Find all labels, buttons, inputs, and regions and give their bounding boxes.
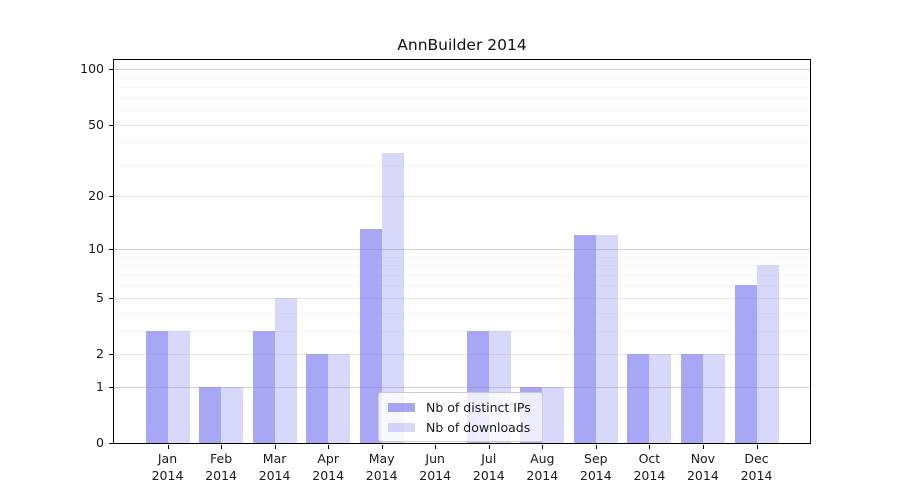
plot-area: Nb of distinct IPs Nb of downloads (113, 59, 811, 444)
x-tick-label: Jan 2014 (151, 451, 184, 483)
x-tick-mark (756, 445, 758, 449)
x-tick-mark (435, 445, 437, 449)
y-tick-label: 5 (96, 289, 104, 305)
y-tick-label: 2 (96, 346, 104, 361)
y-tick-mark (109, 297, 114, 299)
x-tick-mark (542, 445, 544, 449)
bar-downloads-may (381, 152, 404, 443)
bar-downloads-oct (649, 354, 672, 443)
y-tick-mark (109, 196, 114, 198)
legend-item-downloads: Nb of downloads (388, 419, 531, 435)
bar-distinct-ips-oct (627, 354, 650, 443)
y-tick-mark (109, 124, 114, 126)
legend-item-distinct-ips: Nb of distinct IPs (388, 399, 531, 415)
y-tick-label: 0 (96, 435, 104, 450)
y-tick-mark (109, 69, 114, 71)
y-tick-label: 10 (88, 240, 104, 256)
gridline (114, 354, 810, 355)
gridline (114, 69, 810, 71)
x-tick-label: Dec 2014 (740, 451, 773, 483)
gridline (114, 265, 810, 266)
x-tick-mark (488, 445, 490, 449)
x-tick-label: Aug 2014 (526, 451, 559, 483)
gridline (114, 164, 810, 166)
gridline (114, 330, 810, 332)
y-tick-mark (109, 386, 114, 388)
x-tick-label: Sep 2014 (579, 451, 612, 483)
x-tick-mark (221, 445, 223, 449)
y-tick-label: 20 (88, 188, 104, 204)
gridline (114, 124, 810, 126)
y-tick-label: 1 (96, 378, 104, 394)
bar-downloads-aug (542, 386, 565, 443)
x-tick-label: Jul 2014 (472, 451, 505, 483)
y-tick-label: 50 (88, 116, 104, 132)
x-tick-label: Apr 2014 (312, 451, 345, 483)
y-tick-label: 100 (80, 61, 104, 77)
gridline (114, 87, 810, 88)
chart-title: AnnBuilder 2014 (397, 36, 527, 54)
x-tick-label: May 2014 (365, 451, 398, 483)
bar-distinct-ips-jan (145, 330, 168, 443)
bar-downloads-nov (702, 354, 725, 443)
gridline (114, 196, 810, 198)
bar-distinct-ips-may (359, 229, 382, 443)
x-tick-mark (328, 445, 330, 449)
gridline (114, 274, 810, 276)
bar-downloads-feb (221, 386, 244, 443)
legend-label-downloads: Nb of downloads (426, 419, 531, 435)
gridline (114, 109, 810, 111)
x-tick-mark (649, 445, 651, 449)
x-tick-label: Nov 2014 (686, 451, 719, 483)
x-tick-mark (702, 445, 704, 449)
x-tick-label: Mar 2014 (258, 451, 291, 483)
gridline (114, 285, 810, 287)
x-tick-mark (595, 445, 597, 449)
legend-swatch-distinct-ips (388, 402, 415, 412)
bar-downloads-jan (167, 330, 190, 443)
gridline (114, 248, 810, 250)
x-tick-label: Jun 2014 (419, 451, 452, 483)
bar-distinct-ips-feb (199, 386, 222, 443)
x-tick-label: Oct 2014 (633, 451, 666, 483)
x-tick-mark (167, 445, 169, 449)
gridline (114, 386, 810, 388)
bar-downloads-apr (328, 354, 351, 443)
gridline (114, 97, 810, 99)
legend-label-distinct-ips: Nb of distinct IPs (426, 399, 531, 415)
bar-distinct-ips-dec (734, 285, 757, 443)
x-tick-label: Feb 2014 (205, 451, 237, 483)
legend: Nb of distinct IPs Nb of downloads (378, 392, 543, 442)
gridline (114, 77, 810, 79)
bar-downloads-dec (756, 265, 779, 443)
y-tick-mark (109, 443, 114, 444)
bar-distinct-ips-apr (306, 354, 329, 443)
bar-distinct-ips-sep (573, 235, 596, 443)
x-tick-mark (381, 445, 383, 449)
bar-downloads-sep (595, 235, 618, 443)
legend-swatch-downloads (388, 422, 415, 432)
gridline (114, 142, 810, 144)
bar-distinct-ips-mar (252, 330, 275, 443)
bar-distinct-ips-nov (680, 354, 703, 443)
x-tick-mark (274, 445, 276, 449)
gridline (114, 297, 810, 299)
bar-downloads-mar (274, 297, 297, 443)
y-tick-mark (109, 248, 114, 250)
y-tick-mark (109, 354, 114, 355)
gridline (114, 312, 810, 314)
gridline (114, 256, 810, 258)
